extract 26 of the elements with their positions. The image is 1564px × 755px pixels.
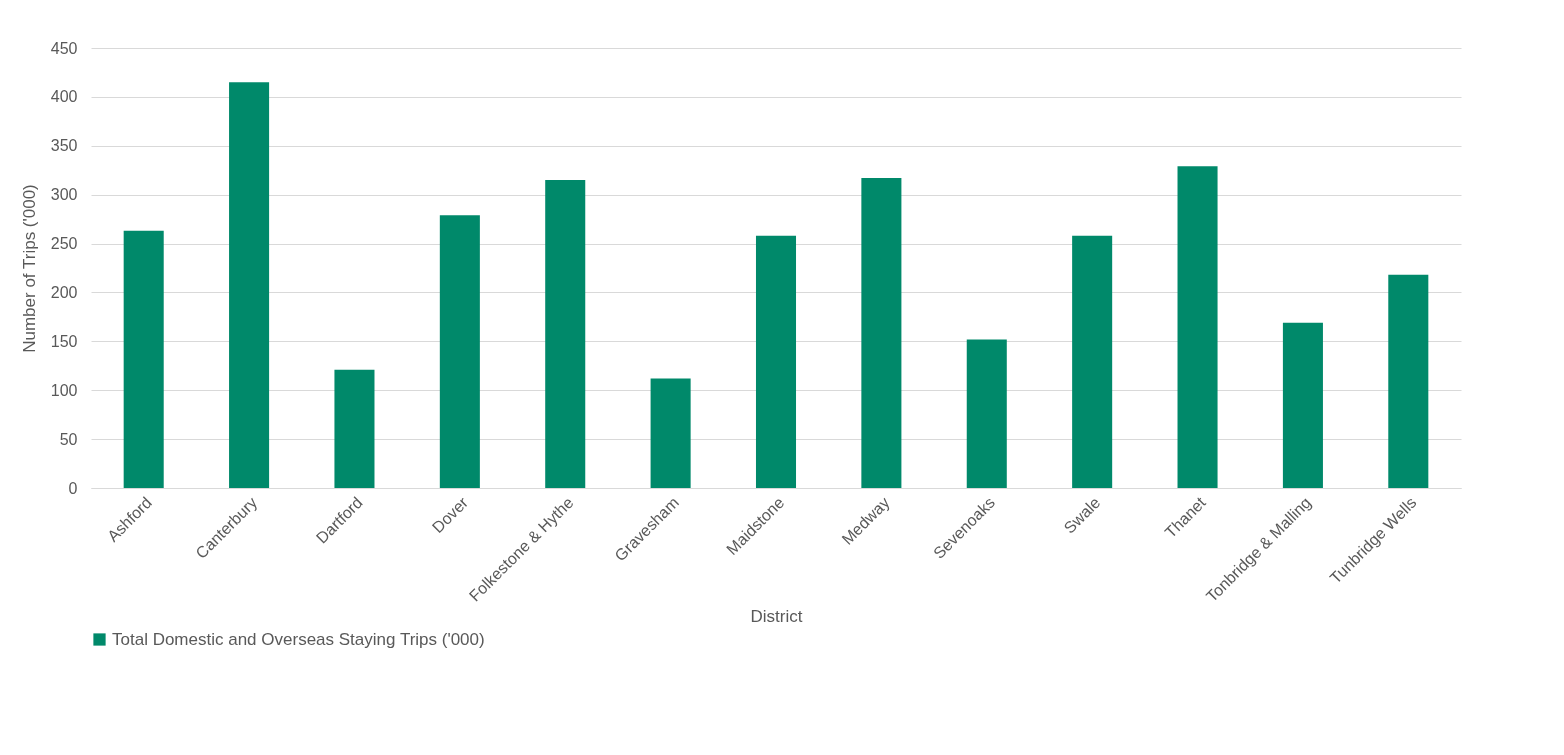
y-tick-label: 150	[50, 332, 78, 350]
bar	[439, 215, 480, 488]
bar	[861, 178, 902, 488]
bar	[1177, 166, 1218, 488]
y-tick-label: 300	[50, 186, 78, 204]
legend-label: Total Domestic and Overseas Staying Trips ('000)	[112, 629, 485, 649]
bar	[755, 235, 797, 488]
x-axis-title: District	[750, 607, 803, 627]
y-tick-label: 350	[50, 137, 78, 155]
bar	[1282, 322, 1323, 488]
bar	[545, 180, 586, 488]
bar	[123, 230, 164, 488]
y-tick-label: 450	[50, 39, 78, 57]
bar	[650, 378, 691, 488]
y-tick-label: 400	[50, 88, 78, 106]
y-tick-label: 200	[50, 283, 78, 301]
bar	[1072, 235, 1113, 488]
y-tick-label: 250	[50, 235, 78, 253]
bar	[1388, 274, 1429, 488]
y-tick-label: 100	[50, 381, 78, 399]
y-tick-label: 0	[68, 479, 78, 497]
bar	[334, 369, 375, 488]
y-axis-title: Number of Trips ('000)	[19, 184, 39, 353]
bar	[229, 82, 270, 488]
bar	[966, 339, 1007, 488]
y-tick-label: 50	[59, 430, 78, 448]
